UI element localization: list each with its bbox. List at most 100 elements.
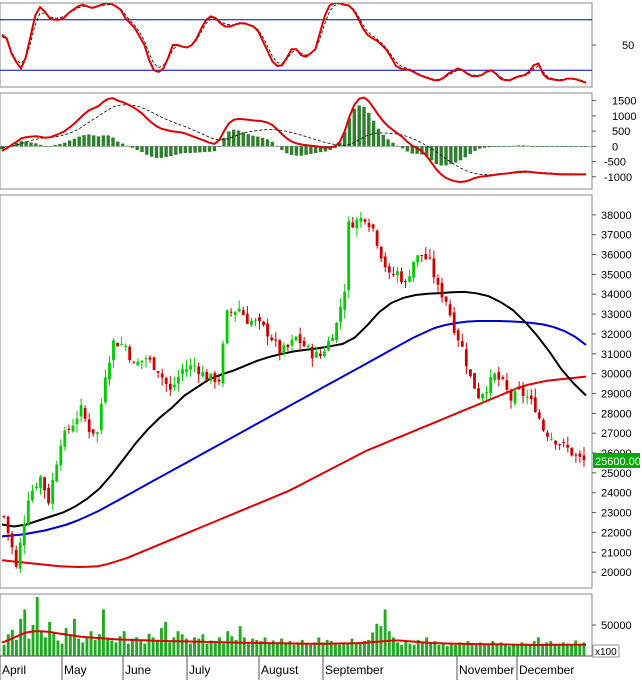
macd-histogram-bar [251, 135, 255, 147]
macd-histogram-bar [121, 143, 125, 147]
candle-up [79, 405, 83, 417]
macd-histogram-bar [260, 137, 265, 147]
volume-bar [321, 642, 325, 656]
macd-histogram-bar [236, 130, 241, 147]
macd-histogram-bar [53, 144, 57, 147]
volume-bar [437, 644, 441, 656]
candle-down [245, 313, 249, 324]
moving-average-long [1, 375, 587, 569]
macd-histogram-bar [569, 146, 574, 147]
candle-up [189, 365, 192, 370]
candle-down [266, 323, 269, 337]
candle-down [558, 444, 561, 446]
macd-line [1, 96, 586, 184]
macd-histogram-bar [362, 107, 366, 147]
volume-bar [31, 625, 35, 656]
macd-histogram-bar [154, 146, 159, 158]
volume-unit-label: x100 [595, 647, 617, 658]
macd-histogram-bar [478, 146, 482, 149]
month-label: November [459, 663, 514, 677]
volume-bar [93, 639, 97, 656]
candle-down [278, 340, 282, 354]
volume-bar [126, 643, 130, 656]
macd-histogram-bar [169, 146, 173, 157]
macd-histogram-bar [232, 129, 236, 147]
candle-up [75, 418, 79, 424]
volume-bar [520, 642, 524, 656]
candle-down [387, 266, 391, 273]
candle-down [424, 253, 428, 260]
volume-bar [561, 642, 565, 656]
macd-histogram-bar [318, 146, 323, 153]
volume-bar [19, 618, 23, 656]
candle-down [286, 344, 290, 348]
macd-histogram-bar [584, 146, 588, 147]
oscillator-plot [0, 3, 592, 84]
volume-bar [143, 643, 147, 656]
volume-bar [578, 643, 582, 656]
candle-up [51, 479, 55, 504]
macd-histogram-bar [270, 141, 274, 147]
candle-down [47, 487, 50, 504]
candle-down [128, 346, 132, 361]
macd-histogram-bar [371, 120, 376, 147]
volume-bar [238, 626, 242, 656]
volume-bar [2, 644, 6, 656]
candle-down [258, 317, 261, 322]
macd-histogram-bar [111, 137, 115, 147]
macd-plot [0, 96, 592, 184]
volume-bar [160, 628, 163, 656]
volume-bar [280, 638, 283, 656]
volume-bar [213, 642, 217, 656]
macd-histogram-bar [159, 146, 163, 158]
macd-tick-label: 1500 [612, 96, 636, 108]
macd-histogram-bar [309, 146, 313, 154]
candle-up [493, 373, 497, 380]
candle-down [404, 281, 407, 283]
volume-bar [433, 641, 437, 656]
candle-down [460, 341, 464, 347]
candle-up [327, 341, 330, 351]
price-tick-label: 22000 [601, 527, 632, 539]
macd-histogram-bar [304, 146, 308, 155]
candle-up [412, 261, 415, 278]
candle-up [112, 340, 115, 361]
volume-bar [35, 597, 39, 656]
macd-histogram-bar [531, 146, 535, 147]
macd-histogram-bar [149, 146, 154, 157]
volume-bar [205, 643, 209, 656]
candle-down [168, 383, 172, 390]
macd-histogram-bar [343, 132, 347, 147]
candle-down [533, 397, 537, 412]
candle-up [323, 351, 326, 356]
volume-bar [503, 643, 507, 656]
volume-bar [416, 639, 420, 656]
volume-bar [255, 639, 259, 656]
candle-down [164, 378, 168, 384]
last-price-tag [593, 453, 640, 468]
candle-down [132, 362, 136, 364]
volume-panel [0, 593, 593, 657]
volume-bar [375, 623, 379, 656]
candle-down [205, 371, 209, 381]
volume-bar [263, 637, 267, 656]
volume-bar [392, 637, 395, 656]
volume-bar [242, 637, 246, 656]
candle-down [6, 516, 10, 533]
macd-histogram-bar [347, 118, 352, 147]
month-label: July [189, 663, 210, 677]
candle-up [282, 345, 286, 354]
macd-histogram-bar [294, 146, 299, 156]
volume-bar [27, 638, 31, 656]
volume-bar [106, 637, 110, 656]
candle-up [339, 306, 342, 322]
macd-histogram-bar [145, 146, 149, 155]
price-panel [0, 194, 593, 589]
candle-down [517, 388, 521, 390]
oscillator-tick-label: 50 [622, 40, 634, 52]
candle-down [420, 255, 424, 256]
candle-up [343, 291, 347, 310]
candle-down [156, 371, 160, 373]
price-tick-label: 36000 [601, 250, 632, 262]
